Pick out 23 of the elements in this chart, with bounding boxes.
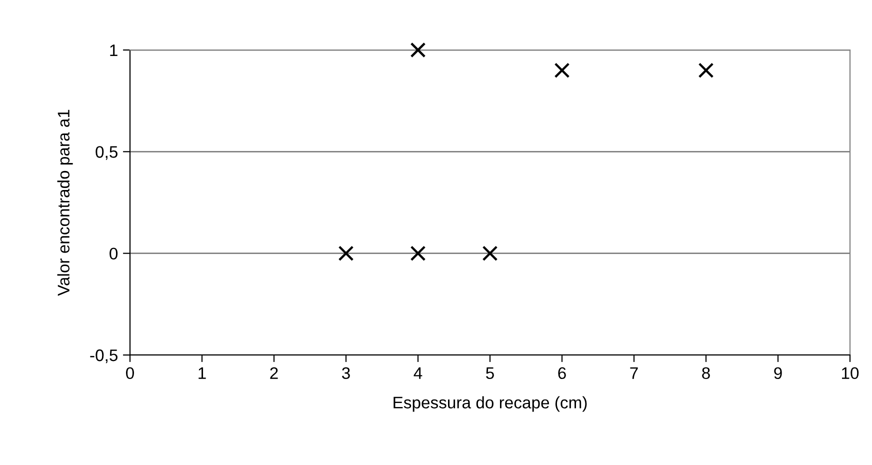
- y-tick-label: 0: [110, 248, 118, 260]
- y-tick-label: 1: [110, 44, 118, 56]
- x-tick-label: 9: [774, 367, 782, 380]
- x-tick-label: 3: [342, 367, 350, 380]
- point: [698, 62, 714, 78]
- point: [410, 42, 426, 58]
- x-tick-label: 8: [702, 367, 710, 380]
- x-tick-label: 5: [486, 367, 494, 380]
- x-tick-label: 1: [198, 367, 206, 379]
- y-axis-title: Valor encontrado para a1: [57, 110, 73, 296]
- point: [482, 246, 498, 262]
- x-axis-title: Espessura do recape (cm): [394, 396, 587, 412]
- point: [554, 62, 570, 78]
- x-tick-label: 7: [630, 367, 638, 379]
- x-tick-label: 10: [842, 367, 859, 380]
- x-tick-label: 6: [558, 367, 566, 380]
- y-tick-label: -0,5: [90, 349, 118, 364]
- point: [410, 246, 426, 262]
- x-tick-label: 4: [414, 367, 422, 379]
- y-tick-label: 0,5: [96, 146, 118, 160]
- x-tick-label: 0: [126, 367, 134, 380]
- point: [338, 246, 354, 262]
- x-tick-label: 2: [270, 367, 278, 379]
